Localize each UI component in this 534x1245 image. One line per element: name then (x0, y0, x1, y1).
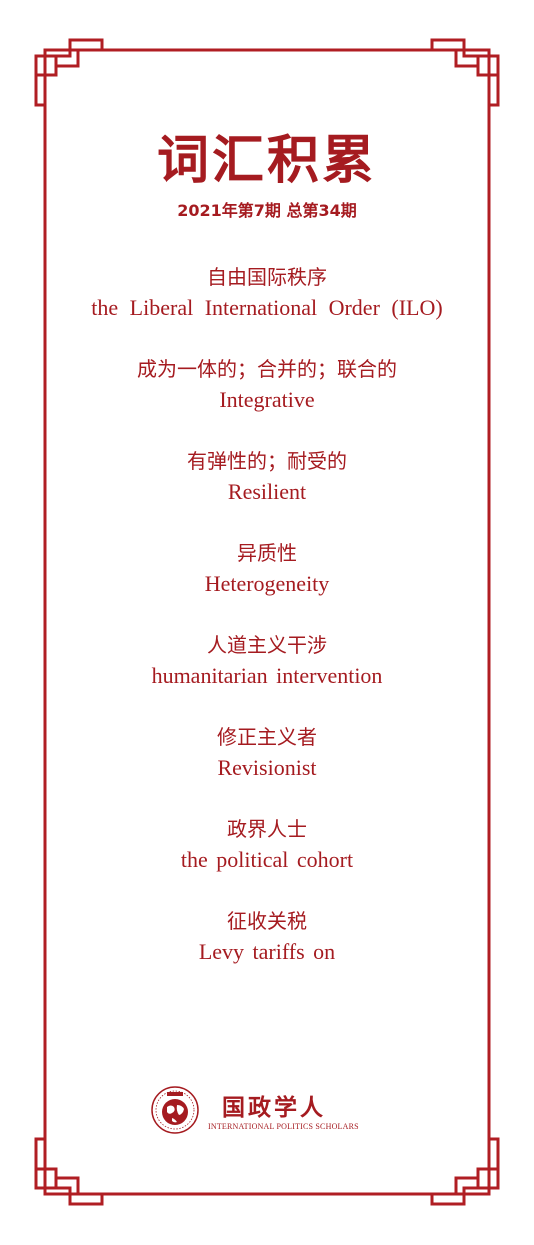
term-chinese: 人道主义干涉 (207, 633, 327, 657)
vocabulary-list: 自由国际秩序 the Liberal International Order (… (60, 262, 474, 998)
term-english: Revisionist (217, 755, 317, 780)
vocabulary-item: 自由国际秩序 the Liberal International Order (… (60, 262, 474, 324)
vocabulary-item: 人道主义干涉 humanitarian intervention (60, 630, 474, 692)
vocabulary-item: 成为一体的；合并的；联合的 Integrative (60, 354, 474, 416)
vocabulary-item: 征收关税 Levy tariffs on (60, 906, 474, 968)
term-english: the Liberal International Order (ILO) (91, 295, 443, 320)
term-chinese: 自由国际秩序 (207, 265, 327, 289)
term-english: humanitarian intervention (151, 663, 383, 688)
term-english: Resilient (227, 479, 307, 504)
page-title: 词汇积累 (156, 130, 377, 191)
vocabulary-item: 政界人士 the political cohort (60, 814, 474, 876)
term-chinese: 有弹性的；耐受的 (187, 449, 347, 473)
issue-subtitle: 2021年第7期 总第34期 (177, 201, 357, 220)
term-chinese: 成为一体的；合并的；联合的 (137, 357, 397, 381)
globe-seal-icon (151, 1086, 199, 1134)
term-english: Integrative (219, 387, 315, 412)
term-chinese: 异质性 (237, 541, 297, 565)
term-english: the political cohort (180, 847, 354, 872)
vocabulary-item: 异质性 Heterogeneity (60, 538, 474, 600)
vocabulary-item: 修正主义者 Revisionist (60, 722, 474, 784)
term-chinese: 修正主义者 (217, 725, 317, 749)
brand-name: 国政学人 (222, 1094, 326, 1121)
vocabulary-item: 有弹性的；耐受的 Resilient (60, 446, 474, 508)
term-english: Levy tariffs on (198, 939, 336, 964)
term-chinese: 政界人士 (227, 817, 307, 841)
brand-subtitle: INTERNATIONAL POLITICS SCHOLARS (208, 1122, 359, 1131)
term-chinese: 征收关税 (227, 909, 307, 933)
brand-logo: 国政学人 INTERNATIONAL POLITICS SCHOLARS (150, 1082, 390, 1138)
term-english: Heterogeneity (204, 571, 330, 596)
